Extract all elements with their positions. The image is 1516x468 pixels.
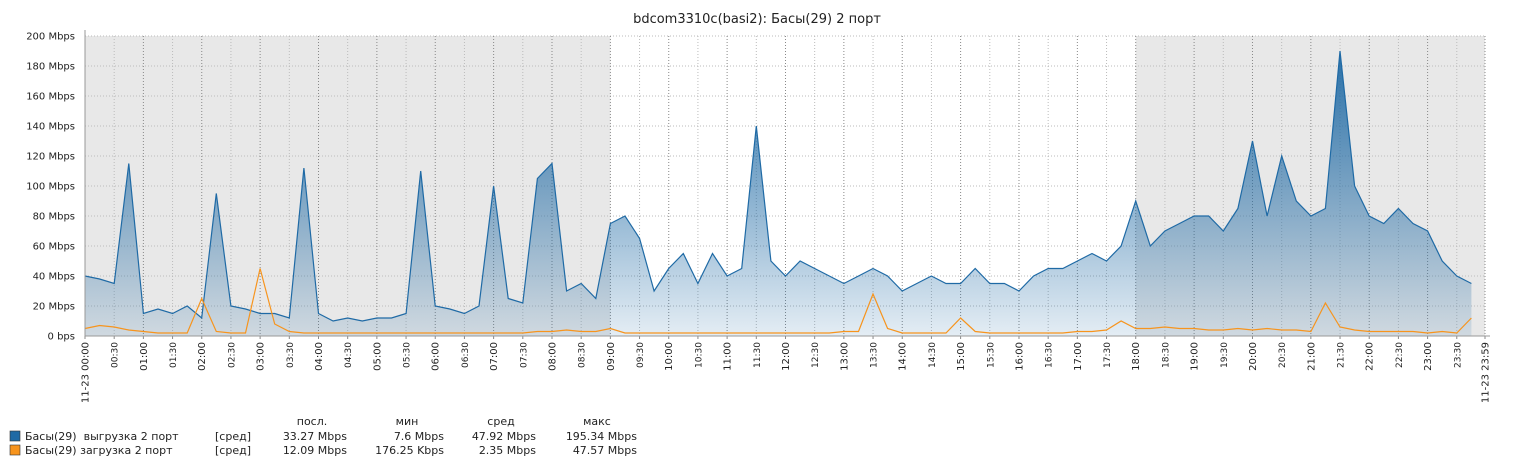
x-tick-label: 12:30: [811, 342, 821, 368]
x-tick-label: 21:00: [1306, 342, 1317, 371]
legend-stat: 7.6 Mbps: [394, 430, 444, 443]
x-tick-label: 08:00: [547, 342, 558, 371]
legend-stat: 2.35 Mbps: [479, 444, 536, 457]
y-tick-label: 60 Mbps: [33, 242, 75, 253]
legend-stat: 12.09 Mbps: [283, 444, 347, 457]
x-tick-label: 10:30: [694, 342, 704, 368]
x-tick-label: 17:30: [1103, 342, 1113, 368]
legend-stat: 33.27 Mbps: [283, 430, 347, 443]
line: [84, 268, 1472, 334]
x-tick-label: 05:30: [403, 342, 413, 368]
x-tick-label: 10:00: [664, 342, 675, 371]
x-tick-label: 06:00: [431, 342, 442, 371]
x-tick-label: 14:30: [928, 342, 938, 368]
x-tick-label: 07:30: [519, 342, 529, 368]
x-tick-label: 09:00: [606, 342, 617, 371]
legend-header: сред: [487, 415, 515, 428]
x-tick-label: 03:00: [256, 342, 267, 371]
x-tick-label: 13:30: [870, 342, 880, 368]
x-tick-label: 02:00: [197, 342, 208, 371]
x-tick-label: 11-23 23:59: [1481, 342, 1492, 403]
legend-label: Басы(29) выгрузка 2 порт: [25, 430, 179, 443]
x-tick-label: 20:30: [1278, 342, 1288, 368]
area: [85, 51, 1472, 336]
x-tick-label: 23:30: [1453, 342, 1463, 368]
x-tick-label: 01:30: [169, 342, 179, 368]
legend-label: Басы(29) загрузка 2 порт: [25, 444, 173, 457]
x-tick-label: 00:30: [111, 342, 121, 368]
x-tick-label: 06:30: [461, 342, 471, 368]
x-tick-label: 15:00: [956, 342, 967, 371]
x-tick-label: 07:00: [489, 342, 500, 371]
x-tick-label: 19:00: [1190, 342, 1201, 371]
y-tick-label: 120 Mbps: [26, 152, 75, 163]
legend-header: мин: [396, 415, 419, 428]
x-tick-label: 16:30: [1045, 342, 1055, 368]
x-tick-label: 22:00: [1365, 342, 1376, 371]
x-tick-label: 03:30: [286, 342, 296, 368]
x-tick-label: 11:30: [753, 342, 763, 368]
y-tick-label: 100 Mbps: [26, 182, 75, 193]
x-tick-label: 16:00: [1014, 342, 1025, 371]
legend-stat: [сред]: [215, 430, 251, 443]
y-tick-label: 160 Mbps: [26, 92, 75, 103]
x-tick-label: 19:30: [1220, 342, 1230, 368]
y-tick-label: 0 bps: [48, 332, 75, 343]
x-tick-label: 18:00: [1131, 342, 1142, 371]
x-tick-label: 13:00: [839, 342, 850, 371]
y-tick-label: 200 Mbps: [26, 32, 75, 43]
legend-stat: 47.57 Mbps: [573, 444, 637, 457]
y-tick-label: 40 Mbps: [33, 272, 75, 283]
x-tick-label: 23:00: [1423, 342, 1434, 371]
legend-stat: 195.34 Mbps: [566, 430, 637, 443]
legend-stat: [сред]: [215, 444, 251, 457]
legend-swatch: [9, 444, 21, 456]
x-tick-label: 04:00: [314, 342, 325, 371]
x-tick-label: 04:30: [344, 342, 354, 368]
x-tick-label: 20:00: [1248, 342, 1259, 371]
legend-stat: 176.25 Kbps: [375, 444, 444, 457]
y-tick-label: 20 Mbps: [33, 302, 75, 313]
chart-title: bdcom3310c(basi2): Басы(29) 2 порт: [633, 12, 881, 27]
x-tick-label: 08:30: [578, 342, 588, 368]
x-tick-label: 11-23 00:00: [81, 342, 92, 403]
x-tick-label: 12:00: [781, 342, 792, 371]
legend-header: посл.: [297, 415, 328, 428]
x-tick-label: 14:00: [898, 342, 909, 371]
line: [84, 50, 1472, 322]
legend-stat: 47.92 Mbps: [472, 430, 536, 443]
x-tick-label: 17:00: [1073, 342, 1084, 371]
y-tick-label: 140 Mbps: [26, 122, 75, 133]
x-tick-label: 05:00: [372, 342, 383, 371]
x-tick-label: 09:30: [636, 342, 646, 368]
x-tick-label: 22:30: [1395, 342, 1405, 368]
x-tick-label: 21:30: [1337, 342, 1347, 368]
y-tick-label: 180 Mbps: [26, 62, 75, 73]
x-tick-label: 01:00: [139, 342, 150, 371]
x-tick-label: 18:30: [1161, 342, 1171, 368]
legend-swatch: [9, 430, 21, 442]
x-tick-label: 11:00: [723, 342, 734, 371]
x-tick-label: 15:30: [986, 342, 996, 368]
legend-header: макс: [583, 415, 611, 428]
x-tick-label: 02:30: [227, 342, 237, 368]
y-tick-label: 80 Mbps: [33, 212, 75, 223]
